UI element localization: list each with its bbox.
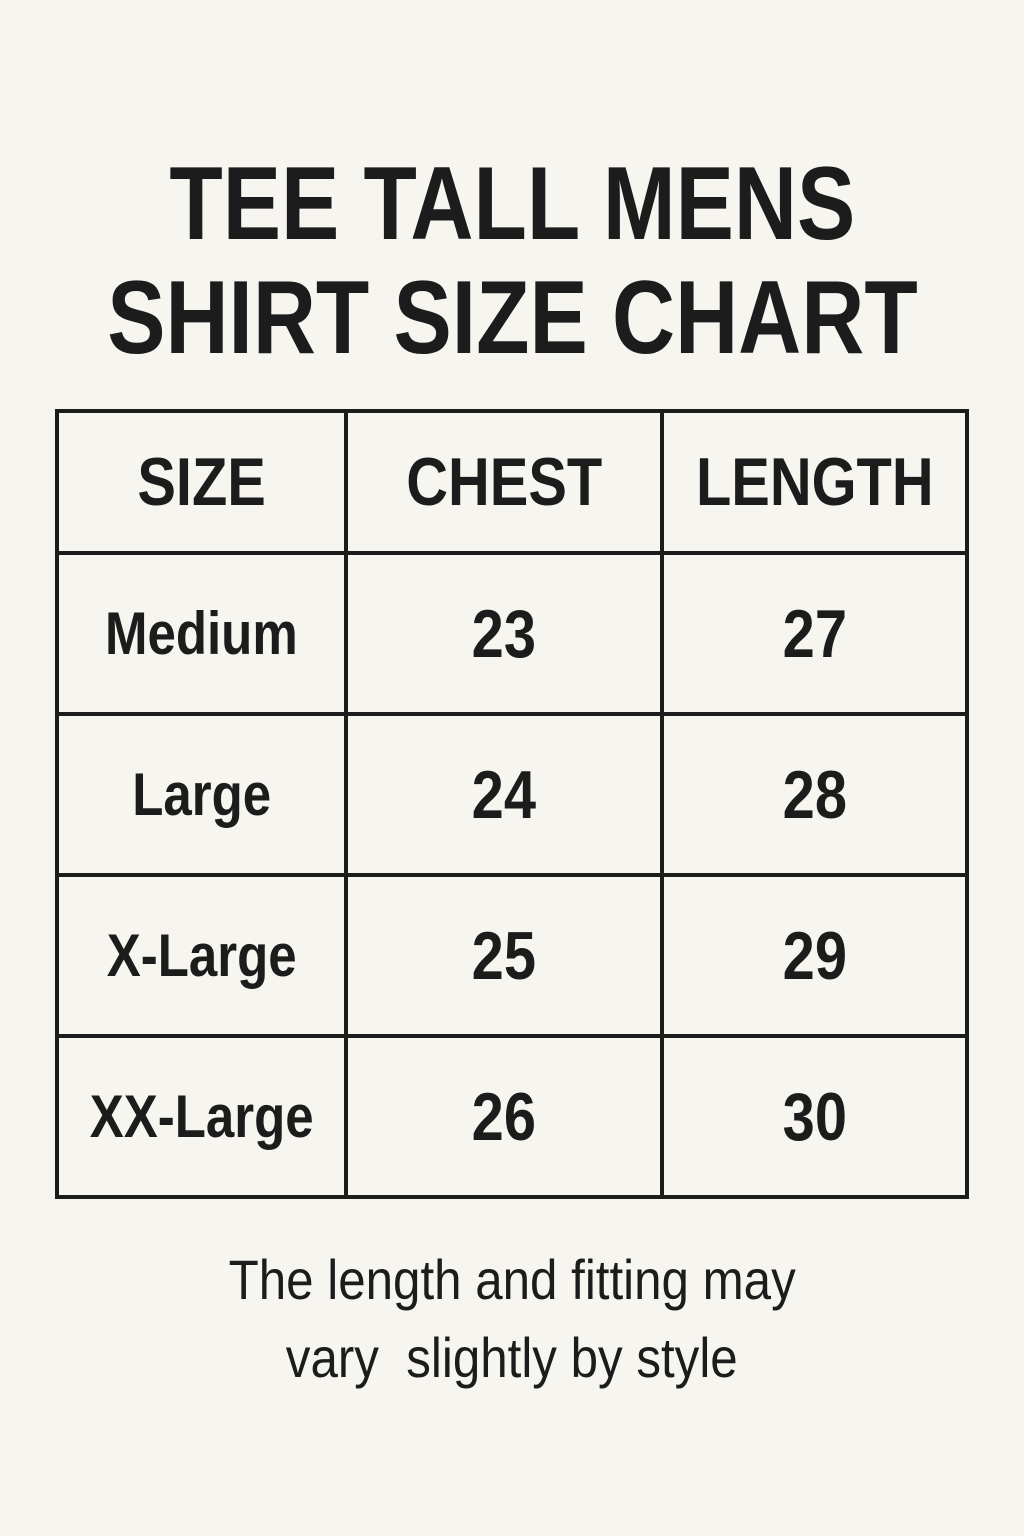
length-text: 27 bbox=[782, 595, 847, 672]
size-cell: XX-Large bbox=[55, 1034, 348, 1199]
header-row: SIZE CHEST LENGTH bbox=[55, 409, 969, 555]
table-row: Large 24 28 bbox=[55, 712, 969, 877]
chest-cell: 26 bbox=[344, 1034, 664, 1199]
length-text: 29 bbox=[782, 917, 847, 994]
footer-text: vary slightly by style bbox=[286, 1326, 738, 1389]
title-text: TEE TALL MENS bbox=[169, 146, 855, 262]
footer-text: The length and fitting may bbox=[228, 1248, 796, 1311]
chest-cell: 23 bbox=[344, 551, 664, 716]
chest-cell: 24 bbox=[344, 712, 664, 877]
header-text: LENGTH bbox=[695, 444, 934, 520]
length-text: 28 bbox=[782, 756, 847, 833]
title-text: SHIRT SIZE CHART bbox=[106, 260, 918, 376]
size-table: SIZE CHEST LENGTH Medium 23 27 Large 24 … bbox=[55, 409, 969, 1199]
header-chest: CHEST bbox=[344, 409, 664, 555]
header-text: CHEST bbox=[406, 444, 602, 520]
title-line-1: TEE TALL MENS bbox=[0, 152, 1024, 256]
size-text: Large bbox=[132, 761, 271, 828]
chest-cell: 25 bbox=[344, 873, 664, 1038]
length-cell: 27 bbox=[660, 551, 969, 716]
size-cell: Medium bbox=[55, 551, 348, 716]
header-length: LENGTH bbox=[660, 409, 969, 555]
header-text: SIZE bbox=[137, 444, 266, 520]
length-cell: 29 bbox=[660, 873, 969, 1038]
footer-note-line-2: vary slightly by style bbox=[0, 1330, 1024, 1386]
size-text: X-Large bbox=[106, 922, 297, 989]
table-row: Medium 23 27 bbox=[55, 551, 969, 716]
length-text: 30 bbox=[782, 1078, 847, 1155]
chest-text: 26 bbox=[471, 1078, 537, 1155]
footer-note-line-1: The length and fitting may bbox=[0, 1252, 1024, 1308]
title-line-2: SHIRT SIZE CHART bbox=[0, 266, 1024, 370]
chest-text: 23 bbox=[471, 595, 537, 672]
size-text: XX-Large bbox=[89, 1083, 314, 1150]
size-cell: Large bbox=[55, 712, 348, 877]
length-cell: 30 bbox=[660, 1034, 969, 1199]
size-text: Medium bbox=[105, 600, 298, 667]
size-cell: X-Large bbox=[55, 873, 348, 1038]
header-size: SIZE bbox=[55, 409, 348, 555]
table-row: XX-Large 26 30 bbox=[55, 1034, 969, 1199]
chest-text: 24 bbox=[471, 756, 537, 833]
chest-text: 25 bbox=[471, 917, 537, 994]
table-row: X-Large 25 29 bbox=[55, 873, 969, 1038]
length-cell: 28 bbox=[660, 712, 969, 877]
